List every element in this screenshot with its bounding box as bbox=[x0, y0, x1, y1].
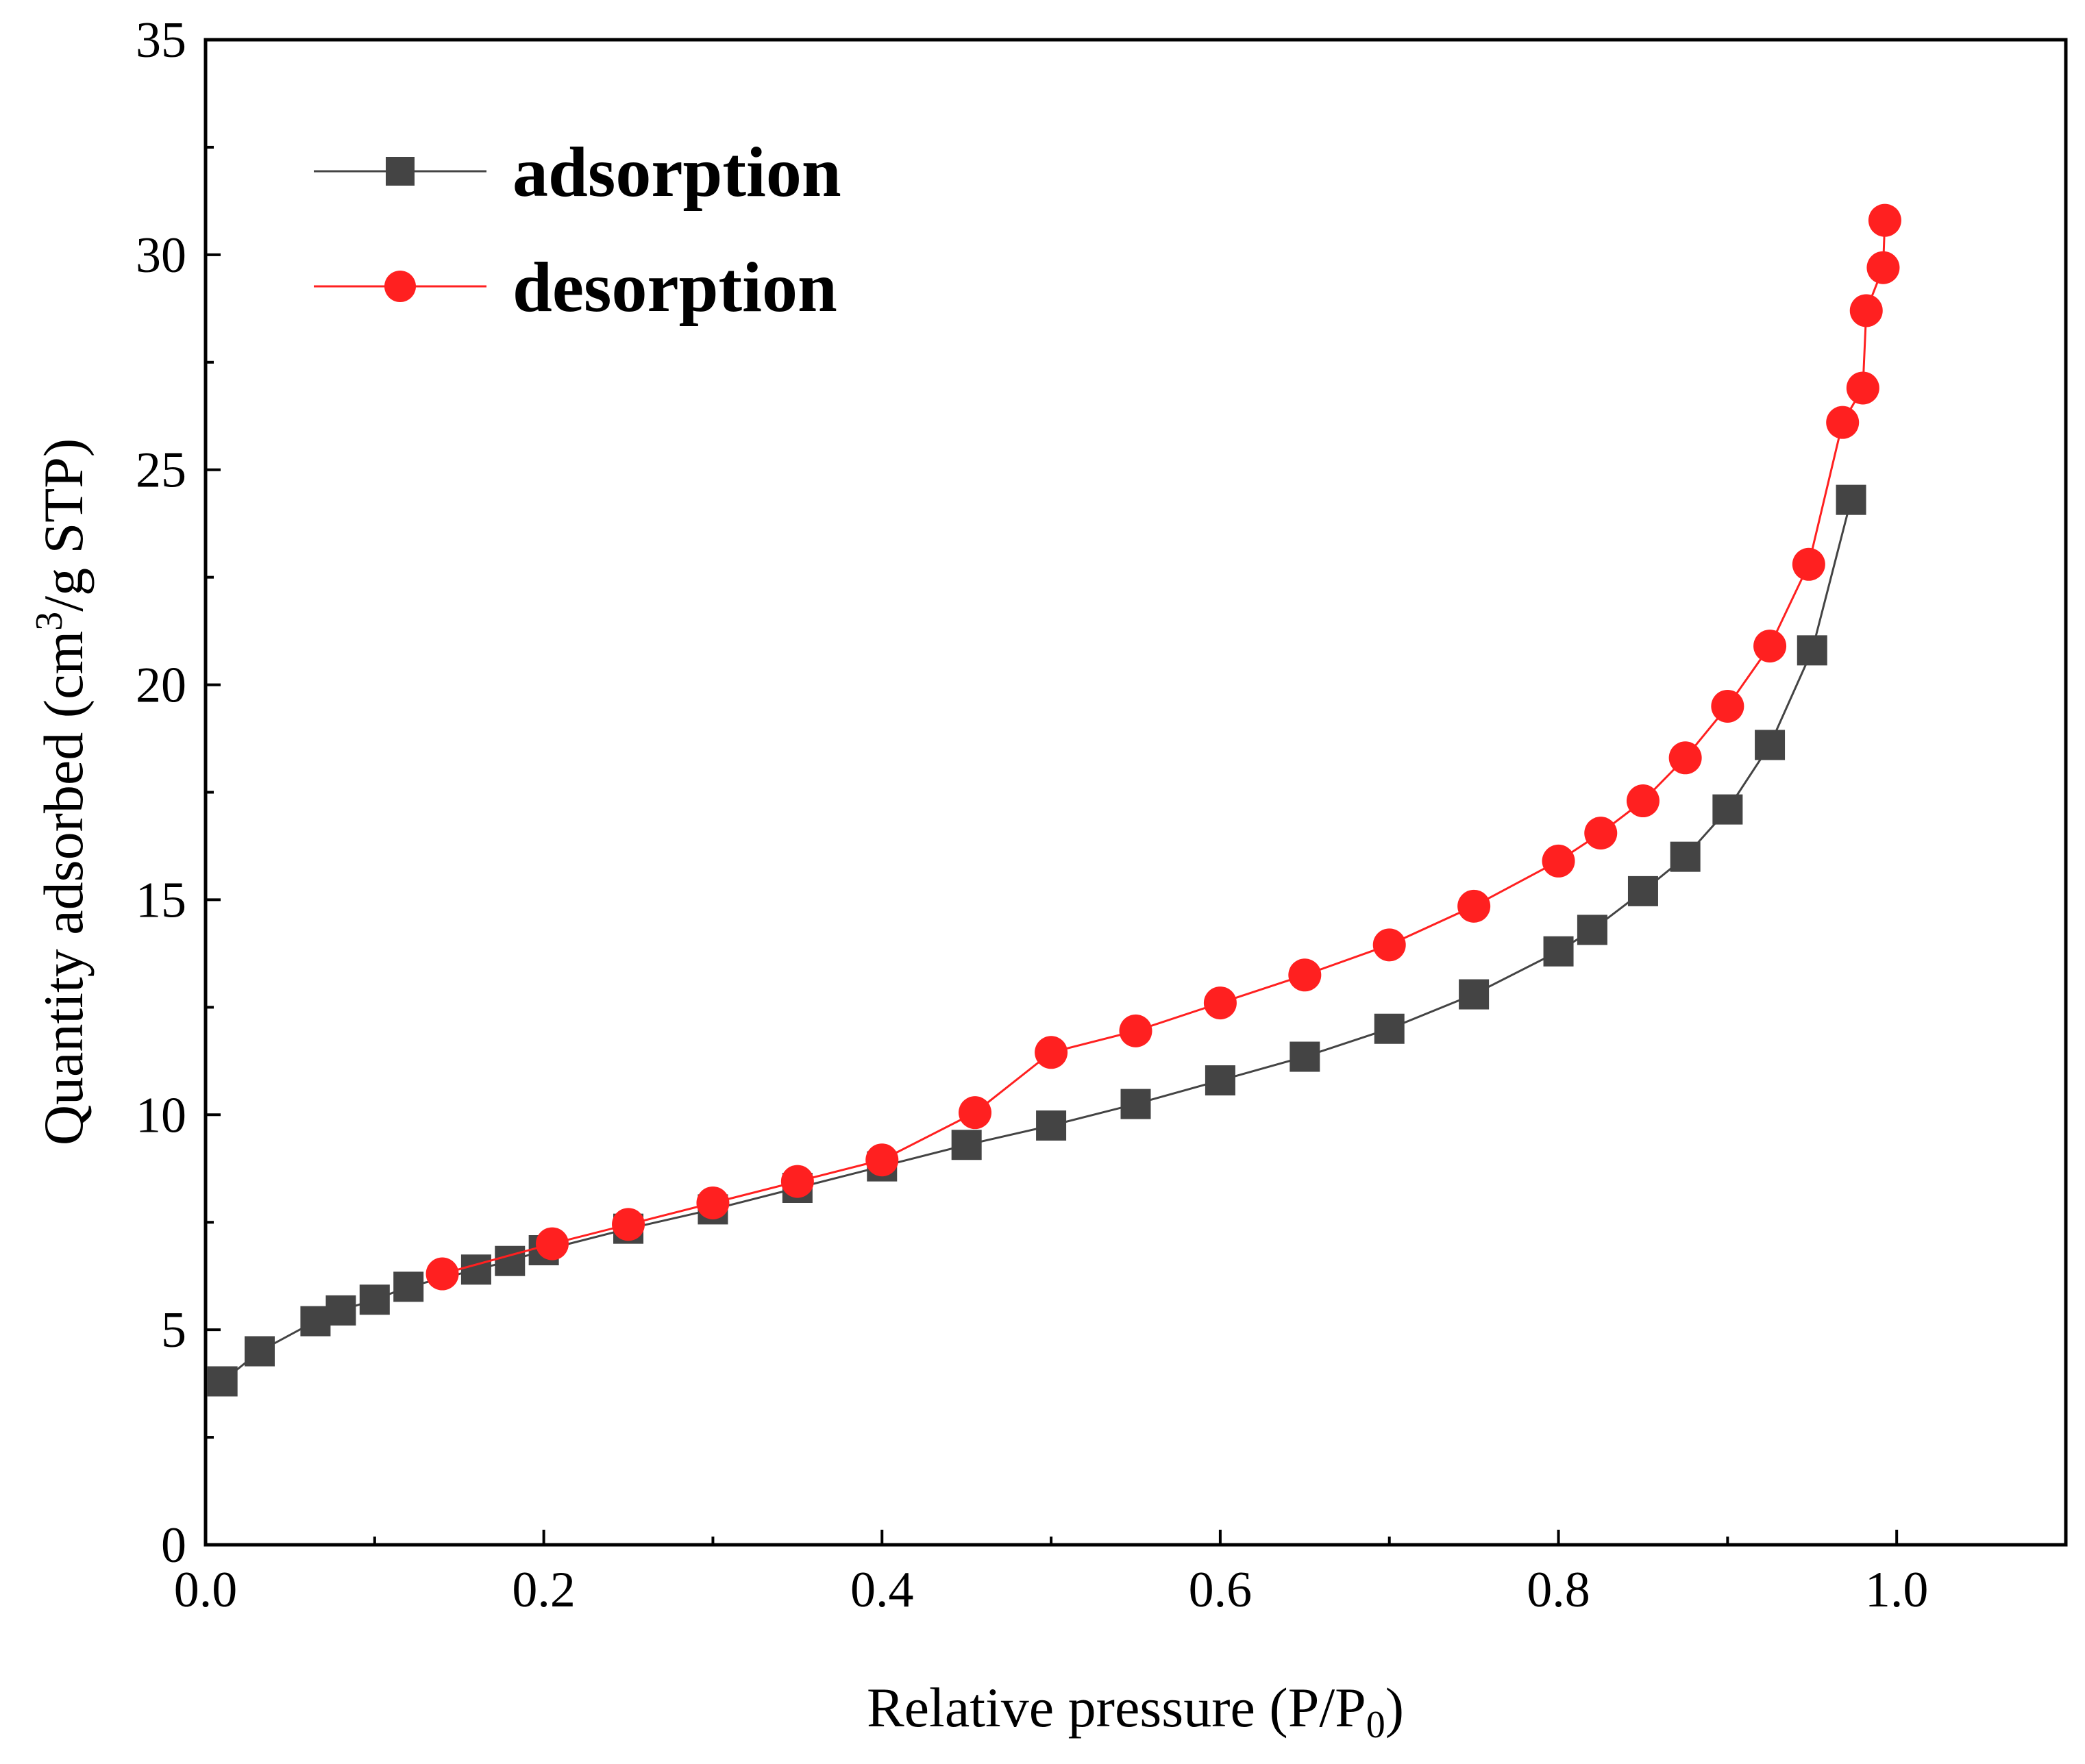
adsorption-point bbox=[244, 1336, 275, 1367]
y-tick-label: 0 bbox=[161, 1517, 186, 1574]
desorption-point bbox=[1542, 844, 1575, 878]
x-axis-title: Relative pressure (P/P0) bbox=[867, 1676, 1404, 1746]
desorption-point bbox=[1792, 547, 1825, 581]
x-tick-label: 0.8 bbox=[1527, 1562, 1590, 1618]
adsorption-point bbox=[359, 1284, 390, 1315]
desorption-point bbox=[1866, 251, 1900, 284]
plot-frame bbox=[203, 38, 2068, 1547]
desorption-point bbox=[1711, 689, 1744, 723]
desorption-point bbox=[1119, 1014, 1152, 1047]
y-tick-label: 25 bbox=[136, 443, 186, 499]
desorption-point bbox=[1626, 784, 1660, 818]
desorption-point bbox=[1457, 889, 1491, 923]
adsorption-point bbox=[393, 1271, 424, 1302]
y-axis-ticks: 0 5 10 15 20 25 30 35 bbox=[136, 12, 221, 1574]
legend-adsorption-marker bbox=[386, 157, 415, 186]
x-axis-title-end: ) bbox=[1385, 1676, 1404, 1739]
adsorption-point bbox=[1836, 484, 1866, 515]
adsorption-point bbox=[460, 1254, 491, 1285]
adsorption-point bbox=[1627, 875, 1658, 906]
adsorption-point bbox=[1755, 730, 1786, 760]
x-tick-label: 0.4 bbox=[850, 1562, 914, 1618]
desorption-point bbox=[612, 1208, 645, 1241]
desorption-line bbox=[442, 220, 1886, 1275]
adsorption-point bbox=[1120, 1089, 1151, 1119]
x-tick-label: 0.0 bbox=[174, 1562, 238, 1618]
adsorption-point bbox=[1670, 841, 1701, 872]
adsorption-point bbox=[1374, 1013, 1405, 1044]
desorption-point bbox=[425, 1257, 459, 1291]
desorption-point bbox=[1288, 958, 1322, 992]
y-tick-label: 35 bbox=[136, 12, 186, 69]
legend: adsorption desorption bbox=[314, 133, 841, 327]
series-layer bbox=[207, 203, 1901, 1397]
desorption-point bbox=[1584, 817, 1618, 850]
desorption-point bbox=[1846, 371, 1879, 405]
adsorption-point bbox=[1712, 794, 1743, 825]
adsorption-point bbox=[1036, 1110, 1067, 1141]
adsorption-line bbox=[221, 499, 1852, 1382]
y-tick-label: 20 bbox=[136, 658, 186, 714]
desorption-point bbox=[1849, 294, 1883, 327]
x-tick-label: 0.2 bbox=[512, 1562, 576, 1618]
desorption-point bbox=[780, 1165, 814, 1198]
y-axis-title-end: /g STP) bbox=[32, 438, 95, 612]
adsorption-point bbox=[1459, 979, 1490, 1010]
desorption-point bbox=[1372, 928, 1406, 962]
adsorption-point bbox=[951, 1130, 982, 1160]
y-tick-label: 10 bbox=[136, 1087, 186, 1143]
legend-adsorption-label: adsorption bbox=[513, 133, 841, 212]
desorption-point bbox=[1868, 203, 1901, 237]
adsorption-point bbox=[207, 1366, 238, 1397]
adsorption-point bbox=[1543, 936, 1574, 967]
adsorption-point bbox=[495, 1245, 526, 1276]
y-tick-label: 15 bbox=[136, 872, 186, 928]
desorption-point bbox=[1035, 1036, 1068, 1069]
y-axis-title: Quantity adsorbed (cm3/g STP) bbox=[28, 438, 95, 1145]
x-tick-label: 0.6 bbox=[1189, 1562, 1253, 1618]
desorption-point bbox=[959, 1096, 992, 1130]
adsorption-point bbox=[1797, 635, 1827, 666]
desorption-series bbox=[425, 203, 1901, 1291]
adsorption-point bbox=[1577, 915, 1607, 945]
y-tick-label: 30 bbox=[136, 227, 186, 284]
legend-desorption-marker bbox=[384, 271, 416, 302]
x-tick-label: 1.0 bbox=[1865, 1562, 1929, 1618]
adsorption-point bbox=[1290, 1041, 1320, 1072]
desorption-point bbox=[696, 1186, 730, 1219]
adsorption-point bbox=[1205, 1065, 1235, 1096]
desorption-point bbox=[535, 1227, 569, 1260]
adsorption-series bbox=[207, 484, 1866, 1397]
desorption-point bbox=[865, 1143, 899, 1177]
desorption-point bbox=[1753, 630, 1787, 663]
desorption-point bbox=[1826, 406, 1860, 439]
y-axis-title-superscript: 3 bbox=[28, 612, 71, 631]
adsorption-point bbox=[300, 1306, 331, 1337]
legend-desorption-label: desorption bbox=[513, 248, 837, 327]
adsorption-point bbox=[325, 1295, 356, 1326]
x-axis-ticks: 0.0 0.2 0.4 0.6 0.8 1.0 bbox=[174, 1530, 2067, 1618]
y-tick-label: 5 bbox=[161, 1302, 186, 1358]
desorption-point bbox=[1668, 741, 1702, 775]
x-axis-title-subscript: 0 bbox=[1366, 1704, 1385, 1746]
desorption-point bbox=[1203, 986, 1237, 1020]
